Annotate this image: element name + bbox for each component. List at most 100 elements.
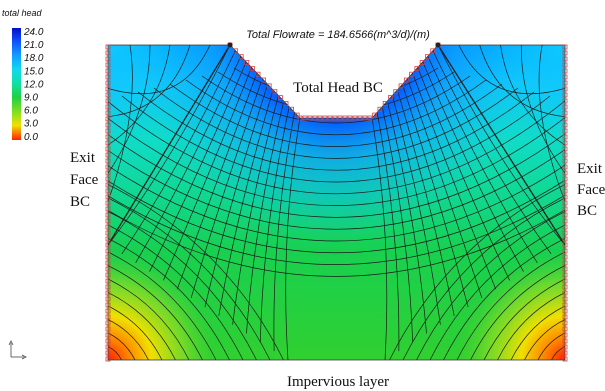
exit-face-marker — [562, 302, 568, 308]
flow-line — [218, 89, 274, 316]
exit-face-marker — [105, 278, 111, 284]
head-bc-marker — [409, 71, 415, 77]
head-bc-marker — [362, 115, 368, 121]
equipotential-line — [108, 107, 565, 218]
flow-line — [412, 72, 497, 290]
legend-tick-label: 21.0 — [23, 40, 44, 51]
head-bc-marker — [244, 60, 250, 65]
exit-face-marker — [105, 260, 111, 266]
exit-face-marker — [105, 110, 111, 116]
equipotential-line — [108, 346, 122, 360]
exit-face-marker — [105, 284, 111, 290]
exit-face-marker — [562, 68, 568, 74]
exit-face-marker — [105, 62, 111, 68]
flow-line — [273, 112, 295, 352]
equipotential-line — [429, 224, 565, 360]
exit-face-marker — [562, 206, 568, 212]
equipotential-line — [108, 115, 565, 242]
equipotential-line — [108, 127, 565, 277]
equipotential-line — [201, 75, 471, 124]
flow-line — [204, 84, 269, 308]
exit-face-marker — [562, 308, 568, 314]
boundary-markers — [105, 42, 568, 362]
head-bc-marker — [238, 54, 244, 60]
exit-face-marker — [562, 194, 568, 200]
head-bc-marker — [266, 83, 272, 89]
exit-face-marker — [562, 50, 568, 56]
exit-face-marker — [105, 86, 111, 92]
equipotential-line — [137, 91, 535, 171]
legend-tick-label: 0.0 — [24, 132, 38, 143]
exit-face-marker — [105, 194, 111, 200]
exit-face-marker — [105, 116, 111, 122]
equipotential-line — [470, 265, 565, 360]
head-bc-marker — [261, 77, 267, 83]
legend-tick-label: 15.0 — [24, 66, 44, 77]
exit-face-marker — [105, 80, 111, 86]
exit-face-marker — [105, 200, 111, 206]
exit-face-marker — [562, 332, 568, 338]
legend-tick-label: 24.0 — [23, 27, 44, 38]
equipotential-line — [108, 211, 257, 360]
exit-face-marker — [105, 326, 111, 332]
seepage-lines — [107, 44, 566, 246]
exit-face-marker — [562, 218, 568, 224]
legend-tick-label: 3.0 — [24, 119, 38, 130]
exit-face-marker — [105, 218, 111, 224]
exit-left-line-3: BC — [70, 194, 90, 210]
legend-tick-label: 9.0 — [24, 93, 38, 104]
flow-line — [285, 117, 301, 360]
exit-left-line-2: Face — [70, 172, 99, 188]
head-bc-marker — [342, 115, 348, 121]
exit-face-marker — [562, 200, 568, 206]
equipotential-line — [108, 251, 217, 360]
flow-line — [108, 45, 211, 95]
exit-face-marker — [562, 146, 568, 152]
legend-tick-label: 12.0 — [24, 79, 44, 90]
flow-line — [458, 45, 565, 95]
equipotential-line — [108, 292, 176, 360]
exit-left-line-1: Exit — [70, 150, 96, 166]
head-bc-marker — [430, 48, 436, 54]
color-legend: total head 24.0 21.0 18.0 15.0 12.0 9.0 6.0 3.0… — [2, 8, 44, 143]
exit-face-marker — [562, 212, 568, 218]
flow-line — [500, 45, 565, 146]
head-bc-marker — [312, 115, 318, 121]
equipotential-line — [456, 251, 565, 360]
exit-face-marker — [105, 74, 111, 80]
exit-face-marker — [562, 44, 568, 50]
exit-face-marker — [105, 272, 111, 278]
exit-right-line-3: BC — [577, 203, 597, 219]
equipotential-line — [551, 346, 565, 360]
head-bc-marker — [347, 115, 353, 121]
flowrate-label: Total Flowrate = 184.6566(m^3/d)/(m) — [246, 29, 430, 41]
flow-line — [417, 67, 510, 281]
exit-face-marker — [562, 86, 568, 92]
exit-face-marker — [105, 56, 111, 62]
exit-face-marker — [105, 224, 111, 230]
flow-line — [402, 84, 469, 308]
head-bc-marker — [272, 89, 278, 95]
head-bc-marker — [382, 101, 388, 106]
exit-face-marker — [562, 224, 568, 230]
head-bc-marker — [357, 115, 363, 121]
flow-line — [432, 50, 552, 255]
exit-face-marker — [562, 314, 568, 320]
exit-face-marker — [562, 290, 568, 296]
exit-face-marker — [562, 62, 568, 68]
head-bc-marker — [419, 60, 425, 65]
flow-line — [376, 112, 400, 352]
equipotential-line — [497, 292, 565, 360]
equipotential-line — [416, 211, 565, 360]
equipotential-line — [524, 319, 565, 360]
flow-line — [520, 45, 565, 174]
flow-net — [108, 45, 565, 360]
head-bc-marker — [388, 95, 393, 100]
head-bc-marker — [377, 106, 383, 112]
exit-face-marker — [105, 314, 111, 320]
axis-triad-icon — [8, 340, 27, 360]
exit-face-marker — [562, 134, 568, 140]
exit-face-marker — [562, 266, 568, 272]
legend-title: total head — [2, 8, 43, 18]
exit-face-marker — [105, 98, 111, 104]
